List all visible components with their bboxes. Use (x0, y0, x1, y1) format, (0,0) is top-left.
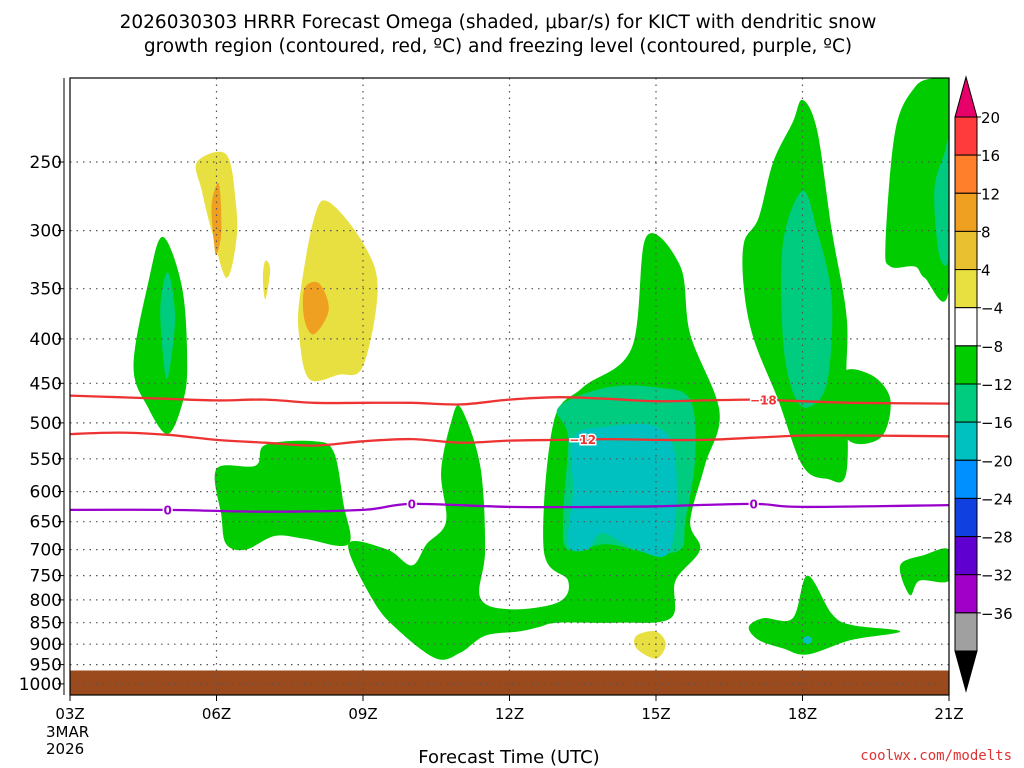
dgz-contour-line (70, 394, 949, 406)
x-date-year: 2026 (46, 740, 84, 758)
omega-region-neg4 (214, 440, 351, 551)
contour-label: 0 (408, 497, 416, 511)
omega-region-neg4 (348, 233, 720, 660)
colorbar-label: −24 (981, 490, 1013, 508)
colorbar-swatch (954, 459, 978, 499)
colorbar-swatch (954, 307, 978, 347)
colorbar-bottom-arrow (954, 650, 978, 693)
chart-title-line2: growth region (contoured, red, ºC) and f… (144, 36, 852, 57)
x-axis-label: Forecast Time (UTC) (418, 747, 599, 768)
omega-region-neg4 (839, 369, 891, 445)
omega-region-neg12 (567, 423, 677, 557)
omega-region-pos4 (297, 200, 378, 382)
y-tick-label: 300 (30, 222, 62, 242)
contour-label: −18 (750, 394, 777, 408)
colorbar-swatch (954, 154, 978, 194)
omega-shading (133, 78, 949, 660)
omega-region-pos4 (262, 260, 271, 300)
omega-region-neg4 (885, 78, 949, 302)
colorbar-swatch (954, 536, 978, 576)
dgz-contour-line (70, 431, 949, 447)
colorbar-swatch (954, 192, 978, 232)
contour-label: 0 (164, 503, 172, 517)
watermark-text: coolwx.com/modelts (860, 748, 1012, 764)
x-tick-label: 03Z (55, 705, 84, 723)
y-tick-label: 700 (30, 541, 62, 561)
y-tick-label: 250 (30, 153, 62, 173)
y-tick-label: 600 (30, 483, 62, 503)
colorbar-label: 20 (981, 109, 1000, 127)
x-axis: 03Z 06Z 09Z 12Z 15Z 18Z 21Z (55, 695, 964, 723)
chart-title-line1: 2026030303 HRRR Forecast Omega (shaded, … (120, 12, 877, 33)
y-tick-label: 850 (30, 614, 62, 634)
y-tick-label: 400 (30, 330, 62, 350)
y-tick-label: 500 (30, 414, 62, 434)
x-tick-label: 15Z (641, 705, 670, 723)
colorbar-label: −36 (981, 605, 1013, 623)
y-tick-label: 950 (30, 656, 62, 676)
colorbar-label: 8 (981, 223, 991, 241)
y-tick-label: 350 (30, 280, 62, 300)
colorbar-swatch (954, 269, 978, 309)
omega-region-neg12 (802, 635, 813, 645)
omega-region-neg4 (748, 575, 901, 655)
colorbar-label: 12 (981, 185, 1000, 203)
colorbar-label: −8 (981, 338, 1003, 356)
y-tick-label: 750 (30, 567, 62, 587)
x-date-day: 3MAR (46, 723, 89, 741)
contour-label: −12 (569, 433, 596, 447)
colorbar-label: −16 (981, 414, 1013, 432)
plot-area: −18 −12 0 0 0 (69, 77, 950, 696)
colorbar-label: 4 (981, 262, 991, 280)
y-tick-label: 650 (30, 513, 62, 533)
omega-region-pos8 (211, 183, 222, 256)
colorbar: 20 16 12 8 4 −4 −8 −12 −16 −20 −24 −28 −32 −36 (954, 75, 1013, 693)
omega-region-neg8 (781, 190, 833, 408)
colorbar-swatch (954, 612, 978, 652)
colorbar-label: −32 (981, 567, 1013, 585)
y-tick-label: 450 (30, 374, 62, 394)
colorbar-label: −12 (981, 376, 1013, 394)
x-tick-label: 06Z (202, 705, 231, 723)
y-tick-label: 900 (30, 635, 62, 655)
omega-region-neg4 (899, 548, 949, 596)
colorbar-label: 16 (981, 147, 1000, 165)
omega-region-neg4 (133, 236, 188, 435)
colorbar-swatch (954, 574, 978, 614)
colorbar-label: −4 (981, 300, 1003, 318)
temperature-contours: −18 −12 0 0 0 (70, 392, 949, 519)
x-tick-label: 09Z (348, 705, 377, 723)
colorbar-swatch (954, 383, 978, 423)
colorbar-label: −20 (981, 452, 1013, 470)
y-tick-label: 550 (30, 450, 62, 470)
y-axis: 2503003504004505005506006507007508008509… (19, 78, 65, 695)
freezing-level-contour (70, 502, 949, 513)
x-tick-label: 18Z (788, 705, 817, 723)
contour-label: 0 (750, 497, 758, 511)
x-tick-label: 12Z (495, 705, 524, 723)
omega-region-pos4 (634, 631, 666, 659)
omega-region-neg8 (934, 139, 949, 266)
colorbar-swatch (954, 497, 978, 537)
colorbar-swatch (954, 345, 978, 385)
omega-region-pos8 (302, 281, 329, 335)
y-tick-label: 1000 (19, 675, 62, 695)
grid-lines (70, 78, 949, 695)
colorbar-label: −28 (981, 529, 1013, 547)
colorbar-swatch (954, 230, 978, 270)
colorbar-swatch (954, 421, 978, 461)
omega-region-neg8 (160, 272, 176, 379)
colorbar-swatch (954, 116, 978, 156)
y-tick-label: 800 (30, 591, 62, 611)
colorbar-top-arrow (954, 75, 978, 118)
x-tick-label: 21Z (934, 705, 963, 723)
